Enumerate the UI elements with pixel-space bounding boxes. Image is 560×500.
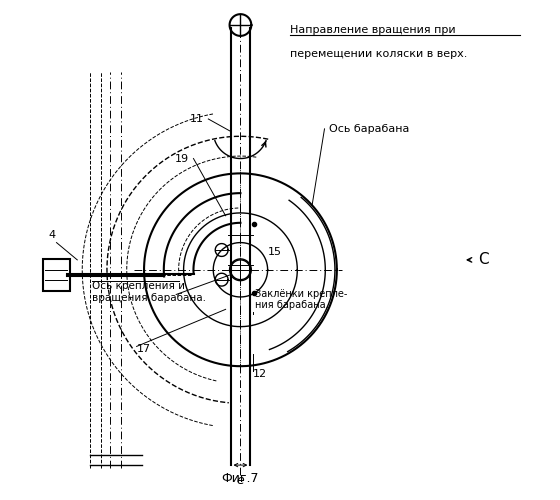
Text: 12: 12 [253, 368, 267, 378]
Text: 15: 15 [268, 248, 282, 258]
Text: С: С [478, 252, 488, 268]
Text: 17: 17 [137, 344, 151, 354]
Text: 4: 4 [48, 230, 55, 240]
Text: Заклёнки крепле-
ния барабана.: Заклёнки крепле- ния барабана. [255, 288, 348, 310]
Text: e: e [236, 474, 244, 487]
Text: Фиг.7: Фиг.7 [222, 472, 259, 485]
Text: 19: 19 [174, 154, 189, 164]
Text: Ось крепления и
вращения барабана.: Ось крепления и вращения барабана. [92, 281, 206, 303]
Bar [43, 259, 70, 291]
Text: 11: 11 [189, 114, 203, 124]
Text: перемещении коляски в верх.: перемещении коляски в верх. [290, 48, 467, 58]
Text: Направление вращения при: Направление вращения при [290, 25, 455, 35]
Text: Ось барабана: Ось барабана [329, 124, 410, 134]
